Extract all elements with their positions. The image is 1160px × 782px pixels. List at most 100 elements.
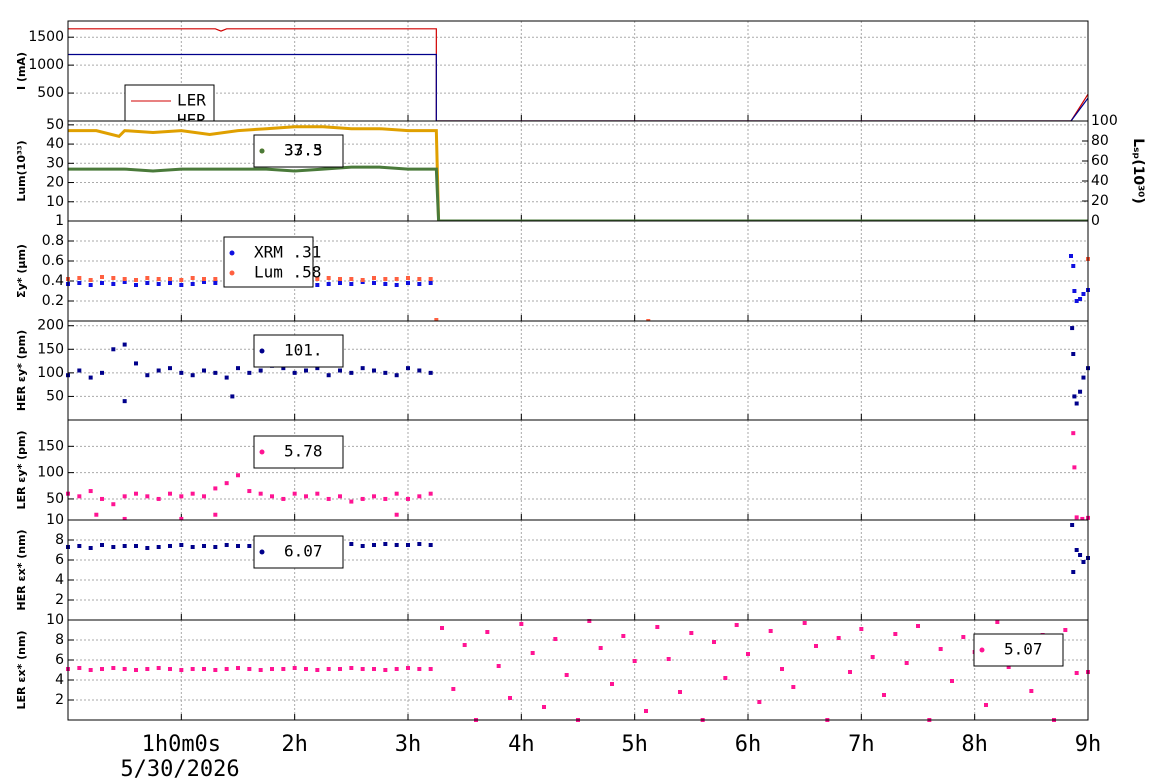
y-tick-label: 50: [46, 388, 64, 404]
panel: 50 100 150 200 HER εy* (pm) 101.: [15, 318, 1090, 421]
data-point: [1081, 375, 1086, 380]
y-tick-label: 10: [46, 194, 64, 210]
data-point: [77, 544, 82, 548]
data-point: [122, 342, 127, 347]
data-point: [134, 361, 138, 366]
data-point: [88, 283, 93, 287]
data-point: [145, 281, 150, 285]
data-point: [1074, 515, 1079, 520]
y-tick-label: 40: [46, 136, 64, 152]
data-point: [1078, 553, 1083, 557]
data-point: [247, 370, 252, 375]
x-tick-label: 1h0m0s: [142, 732, 221, 757]
data-point: [870, 655, 875, 659]
data-point: [712, 640, 716, 644]
data-point: [1072, 465, 1077, 470]
data-point: [621, 634, 626, 638]
y-tick-label: 1: [55, 213, 64, 229]
y-axis-label: HER εx* (nm): [15, 529, 28, 610]
data-point: [383, 668, 388, 672]
data-point: [678, 690, 682, 694]
data-point: [213, 486, 218, 491]
data-point: [224, 667, 229, 671]
data-point: [326, 496, 331, 501]
legend-box: [253, 334, 344, 368]
y-tick-label: 4: [55, 672, 64, 688]
legend-swatch: [259, 449, 265, 455]
x-tick-label: 9h: [1075, 732, 1102, 757]
data-point: [247, 489, 252, 494]
plot-area: [68, 520, 1088, 620]
plot-area: [68, 420, 1088, 520]
y-tick-label: 8: [55, 532, 64, 548]
x-tick-label: 2h: [281, 732, 308, 757]
data-point: [134, 544, 138, 548]
data-point: [542, 705, 546, 709]
data-point: [417, 494, 422, 499]
data-point: [111, 347, 116, 352]
data-point: [1071, 431, 1076, 436]
data-point: [689, 631, 694, 635]
y2-tick-label: 60: [1091, 153, 1109, 169]
y-tick-label: 4: [55, 572, 64, 588]
y-axis-label: LER εx* (nm): [15, 631, 28, 710]
data-point: [213, 370, 218, 375]
x-tick-label: 5h: [621, 732, 648, 757]
data-point: [224, 375, 229, 380]
data-point: [247, 667, 252, 671]
data-point: [326, 373, 331, 378]
panel-frame: [67, 619, 1089, 721]
data-point: [394, 543, 399, 547]
data-point: [213, 668, 218, 672]
data-point: [916, 624, 920, 628]
plot-area: [68, 121, 1088, 221]
data-point: [77, 666, 82, 670]
y-tick-label: 30: [46, 155, 64, 171]
data-point: [417, 667, 422, 671]
data-point: [406, 496, 410, 501]
y2-tick-label: 40: [1091, 173, 1109, 189]
data-point: [372, 368, 376, 373]
data-point: [1074, 548, 1079, 552]
data-point: [258, 668, 263, 672]
data-point: [168, 491, 172, 496]
data-point: [530, 651, 535, 655]
y-axis-label: Σy* (μm): [15, 244, 28, 298]
data-point: [100, 543, 104, 547]
data-point: [1063, 628, 1068, 632]
data-point: [496, 664, 501, 668]
data-point: [202, 368, 206, 373]
data-point: [156, 545, 161, 549]
data-point: [394, 667, 399, 671]
data-point: [190, 282, 195, 286]
data-point: [111, 282, 116, 286]
data-point: [179, 494, 184, 499]
data-point: [462, 643, 467, 647]
data-point: [655, 625, 660, 629]
data-point: [88, 489, 93, 494]
legend-label: 101.: [284, 341, 323, 360]
data-point: [349, 282, 354, 286]
data-point: [485, 630, 490, 634]
plot-area: [68, 21, 1088, 121]
data-point: [202, 544, 206, 548]
data-point: [428, 277, 433, 281]
plot-area: [68, 221, 1088, 321]
data-point: [134, 491, 138, 496]
data-point: [383, 282, 388, 286]
data-point: [434, 318, 439, 322]
legend-swatch: [259, 148, 265, 154]
y-tick-label: 8: [55, 632, 64, 648]
data-point: [394, 277, 399, 281]
data-point: [406, 281, 410, 285]
y-tick-label: 1500: [28, 29, 64, 45]
data-point: [270, 494, 274, 499]
y-tick-label: 150: [37, 341, 64, 357]
legend-label: 37.5: [284, 141, 323, 160]
data-point: [77, 276, 82, 280]
data-point: [1006, 665, 1011, 669]
legend-box: [253, 435, 344, 469]
data-point: [179, 516, 184, 521]
data-point: [372, 276, 376, 280]
